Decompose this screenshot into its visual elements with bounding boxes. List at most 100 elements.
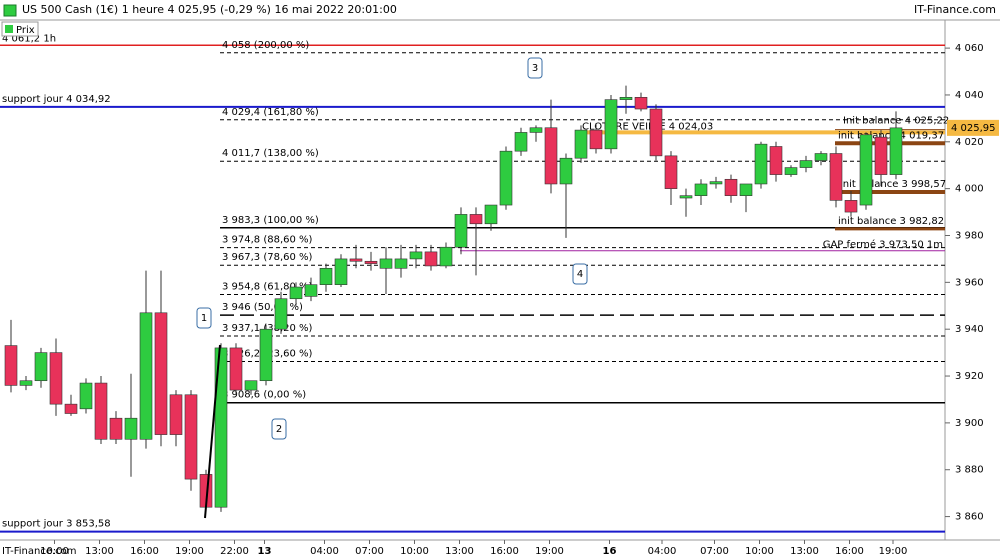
watermark: IT-Finance.com [2, 546, 77, 557]
annotation-box [572, 263, 588, 285]
candle-body [349, 258, 363, 262]
legend-label: Prix [16, 25, 35, 36]
candle-body [889, 127, 903, 175]
x-tick-label: 13 [258, 546, 272, 557]
level-label: 3 937,1 (38,20 %) [222, 323, 313, 334]
level-label: GAP fermé 3 973,50 1m [823, 239, 943, 251]
annotation-label: 1 [201, 313, 207, 324]
candle-body [49, 352, 63, 405]
legend-swatch [5, 25, 13, 33]
candle-body [244, 380, 258, 391]
candle-body [364, 260, 378, 264]
annotation-box [271, 418, 287, 440]
candle-body [679, 195, 693, 199]
y-tick-label: 3 900 [955, 418, 984, 429]
candle-body [439, 246, 453, 267]
chart-title: US 500 Cash (1€) 1 heure 4 025,95 (-0,29… [22, 3, 397, 16]
candle-body [154, 312, 168, 435]
x-tick-label: 04:00 [648, 546, 677, 557]
logo-icon [3, 4, 17, 17]
x-tick-label: 16:00 [130, 546, 159, 557]
y-tick-label: 3 860 [955, 512, 984, 523]
level-label: 4 058 (200,00 %) [222, 40, 309, 51]
candle-body [589, 129, 603, 150]
level-label: 4 061,2 1h [2, 33, 56, 44]
candle-body [409, 251, 423, 260]
candle-body [619, 96, 633, 100]
x-tick-label: 04:00 [310, 546, 339, 557]
candle-body [694, 183, 708, 196]
candle-body [574, 129, 588, 159]
x-tick-label: 19:00 [175, 546, 204, 557]
candle-body [64, 403, 78, 414]
candle-body [19, 380, 33, 386]
level-label: 4 029,4 (161,80 %) [222, 107, 319, 118]
x-tick-label: 07:00 [355, 546, 384, 557]
x-tick-label: 16:00 [835, 546, 864, 557]
candle-body [829, 153, 843, 201]
candle-body [769, 146, 783, 175]
candle-body [304, 284, 318, 297]
price-tag-label: 4 025,95 [951, 123, 996, 134]
candle-body [259, 328, 273, 382]
y-tick-label: 3 920 [955, 371, 984, 382]
candle-body [184, 394, 198, 480]
candle-body [634, 96, 648, 110]
x-tick-label: 19:00 [535, 546, 564, 557]
x-tick-label: 16:00 [490, 546, 519, 557]
level-label: support jour 3 853,58 [2, 519, 111, 530]
trend-line [204, 344, 221, 519]
x-tick-label: 13:00 [445, 546, 474, 557]
candle-body [874, 136, 888, 175]
candle-body [4, 345, 18, 386]
plot: 4 061,2 1h support jour 4 034,92 support j… [0, 33, 949, 533]
x-tick-label: 10:00 [745, 546, 774, 557]
candle-body [604, 99, 618, 150]
source: IT-Finance.com [914, 3, 996, 16]
candle-body [724, 178, 738, 196]
candle-body [664, 155, 678, 189]
x-tick-label: 07:00 [700, 546, 729, 557]
level-label: 3 954,8 (61,80 %) [222, 282, 313, 293]
level-label: 4 011,7 (138,00 %) [222, 148, 319, 159]
level-label: support jour 4 034,92 [2, 94, 111, 105]
level-label: CLOTURE VEILLE 4 024,03 [582, 121, 713, 132]
y-tick-label: 3 960 [955, 277, 984, 288]
candle-body [319, 267, 333, 285]
candle-body [394, 258, 408, 269]
candle-body [424, 251, 438, 267]
candle-body [529, 127, 543, 133]
candle-body [469, 214, 483, 225]
y-tick-label: 4 060 [955, 43, 984, 54]
candle-body [109, 417, 123, 440]
candle-body [229, 347, 243, 391]
candle-body [559, 157, 573, 185]
annotation-box [196, 307, 212, 329]
y-tick-label: 3 940 [955, 324, 984, 335]
candle-body [169, 394, 183, 435]
candle-body [649, 108, 663, 157]
y-tick-label: 4 000 [955, 184, 984, 195]
candle-body [544, 127, 558, 185]
candle-body [379, 258, 393, 269]
annotation-label: 2 [276, 424, 282, 435]
price-tag [947, 119, 999, 136]
annotation-label: 4 [577, 269, 583, 280]
candle-body [859, 134, 873, 206]
candle-body [214, 347, 228, 508]
candle-body [709, 181, 723, 185]
y-tick-label: 4 020 [955, 137, 984, 148]
candle-body [799, 160, 813, 168]
candle-body [289, 286, 303, 300]
x-tick-label: 13:00 [85, 546, 114, 557]
candle-body [514, 132, 528, 152]
candle-body [484, 204, 498, 225]
x-tick-label: 10:00 [400, 546, 429, 557]
candle-body [754, 143, 768, 185]
level-label: init balance 3 998,57 [840, 179, 946, 190]
candle-body [454, 214, 468, 248]
candle-body [79, 382, 93, 410]
level-label: 3 908,6 (0,00 %) [222, 390, 306, 401]
y-tick-label: 4 040 [955, 90, 984, 101]
